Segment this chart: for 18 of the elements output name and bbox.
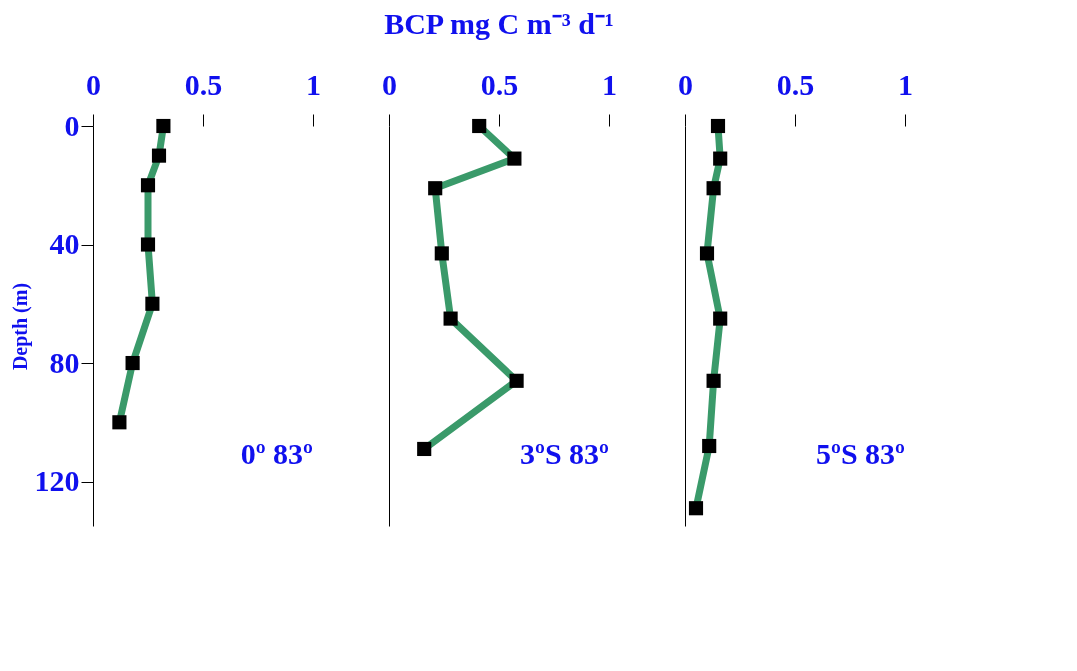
x-tick-label: 0.5	[776, 67, 815, 101]
x-tick-label: 1	[898, 67, 913, 101]
x-tick-label: 1	[306, 67, 321, 101]
annotation: 3ºS 83º	[520, 437, 610, 470]
x-tick-label: 0.5	[184, 67, 223, 101]
x-tick-label: 0.5	[480, 67, 519, 101]
y-tick-label: 0	[64, 108, 80, 142]
x-tick-label: 0	[678, 67, 693, 101]
chart-title: BCP mg C m⁻³ d⁻¹	[384, 7, 614, 40]
y-tick-label: 120	[34, 464, 80, 498]
y-tick-label: 40	[49, 227, 80, 261]
annotation: 5ºS 83º	[816, 437, 906, 470]
y-axis-title: Depth (m)	[8, 282, 32, 371]
x-tick-label: 1	[602, 67, 617, 101]
annotation: 0º 83º	[240, 437, 314, 470]
x-tick-label: 0	[382, 67, 397, 101]
y-tick-label: 80	[49, 345, 80, 379]
x-tick-label: 0	[86, 67, 101, 101]
